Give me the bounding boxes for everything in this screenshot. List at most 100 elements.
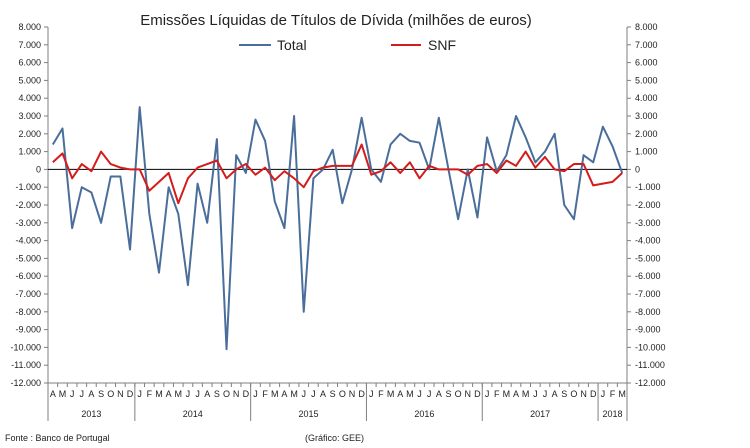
- source-note: Fonte : Banco de Portugal: [5, 433, 110, 443]
- x-tick-label: O: [570, 389, 577, 399]
- x-tick-label: A: [281, 389, 287, 399]
- y-tick-label-left: -6.000: [15, 271, 41, 281]
- x-tick-label: O: [107, 389, 114, 399]
- x-tick-label: N: [349, 389, 356, 399]
- x-tick-label: S: [561, 389, 567, 399]
- year-label: 2015: [299, 409, 319, 419]
- x-tick-label: J: [427, 389, 432, 399]
- year-label: 2017: [530, 409, 550, 419]
- x-tick-label: J: [369, 389, 374, 399]
- x-tick-label: J: [301, 389, 306, 399]
- y-axis-right: 8.000 7.000 6.000 5.000 4.000 3.000 2.000 1.000…: [635, 22, 666, 388]
- x-tick-label: A: [166, 389, 172, 399]
- year-label: 2013: [81, 409, 101, 419]
- legend-label-total: Total: [277, 37, 307, 53]
- x-tick-label: A: [320, 389, 326, 399]
- x-tick-label: N: [465, 389, 472, 399]
- series-lines: [51, 106, 624, 351]
- y-tick-label-left: 1.000: [18, 147, 41, 157]
- y-tick-label-right: 7.000: [635, 40, 658, 50]
- y-tick-label-left: -1.000: [15, 182, 41, 192]
- y-tick-label-right: -5.000: [635, 253, 661, 263]
- x-tick-label: D: [358, 389, 365, 399]
- y-tick-label-right: -8.000: [635, 307, 661, 317]
- x-tick-label: M: [155, 389, 163, 399]
- x-tick-label: F: [378, 389, 384, 399]
- y-tick-label-right: -4.000: [635, 236, 661, 246]
- series-line-total: [51, 106, 624, 351]
- x-tick-label: D: [474, 389, 481, 399]
- x-tick-label: S: [98, 389, 104, 399]
- x-tick-label: N: [117, 389, 124, 399]
- x-tick-label: D: [243, 389, 250, 399]
- x-tick-label: J: [601, 389, 606, 399]
- x-tick-label: J: [186, 389, 191, 399]
- chart-title: Emissões Líquidas de Títulos de Dívida (…: [140, 12, 532, 29]
- y-tick-label-left: -8.000: [15, 307, 41, 317]
- y-tick-label-right: 8.000: [635, 22, 658, 32]
- x-tick-label: M: [522, 389, 530, 399]
- x-tick-label: M: [387, 389, 395, 399]
- y-tick-label-left: 8.000: [18, 22, 41, 32]
- x-tick-label: A: [88, 389, 94, 399]
- y-tick-label-left: -9.000: [15, 325, 41, 335]
- y-tick-label-left: 0: [36, 164, 41, 174]
- y-tick-label-left: 3.000: [18, 111, 41, 121]
- y-tick-label-left: 5.000: [18, 75, 41, 85]
- y-tick-label-right: -9.000: [635, 325, 661, 335]
- x-tick-label: O: [223, 389, 230, 399]
- series-line-snf: [52, 143, 623, 205]
- x-tick-label: F: [262, 389, 268, 399]
- x-tick-label: J: [253, 389, 258, 399]
- x-tick-label: O: [455, 389, 462, 399]
- x-tick-label: M: [271, 389, 279, 399]
- x-tick-label: J: [485, 389, 490, 399]
- y-tick-label-right: 0: [635, 164, 640, 174]
- x-tick-label: J: [417, 389, 422, 399]
- x-tick-label: F: [610, 389, 616, 399]
- y-axis-left: 8.000 7.000 6.000 5.000 4.000 3.000 2.000 1.000…: [10, 22, 41, 388]
- x-tick-label: F: [494, 389, 500, 399]
- x-tick-label: O: [339, 389, 346, 399]
- y-tick-label-left: -10.000: [10, 342, 41, 352]
- year-label: 2018: [603, 409, 623, 419]
- y-tick-label-left: -5.000: [15, 253, 41, 263]
- x-tick-label: A: [552, 389, 558, 399]
- y-tick-label-right: -1.000: [635, 182, 661, 192]
- legend-label-snf: SNF: [428, 37, 456, 53]
- x-tick-label: J: [80, 389, 85, 399]
- credit-note: (Gráfico: GEE): [305, 433, 364, 443]
- x-tick-label: N: [580, 389, 587, 399]
- y-tick-label-left: -3.000: [15, 218, 41, 228]
- y-tick-label-right: -3.000: [635, 218, 661, 228]
- x-tick-label: A: [50, 389, 56, 399]
- x-tick-label: S: [330, 389, 336, 399]
- x-tick-label: D: [127, 389, 134, 399]
- y-tick-label-left: 6.000: [18, 58, 41, 68]
- y-tick-label-left: -7.000: [15, 289, 41, 299]
- x-tick-label: J: [70, 389, 75, 399]
- y-tick-label-right: 1.000: [635, 147, 658, 157]
- x-tick-label: M: [59, 389, 67, 399]
- x-tick-label: M: [618, 389, 626, 399]
- year-label: 2016: [414, 409, 434, 419]
- y-tick-label-right: 4.000: [635, 93, 658, 103]
- y-tick-label-right: -11.000: [635, 360, 665, 370]
- y-tick-label-right: -12.000: [635, 378, 666, 388]
- x-tick-label: F: [147, 389, 153, 399]
- x-tick-label: J: [533, 389, 538, 399]
- y-tick-label-left: -4.000: [15, 236, 41, 246]
- x-tick-label: J: [195, 389, 200, 399]
- y-tick-label-left: 2.000: [18, 129, 41, 139]
- x-tick-label: S: [445, 389, 451, 399]
- y-tick-label-right: 2.000: [635, 129, 658, 139]
- x-tick-label: A: [397, 389, 403, 399]
- y-tick-label-left: -12.000: [10, 378, 41, 388]
- x-tick-label: J: [137, 389, 142, 399]
- year-label: 2014: [183, 409, 203, 419]
- y-tick-label-left: -2.000: [15, 200, 41, 210]
- x-tick-label: D: [590, 389, 597, 399]
- x-tick-label: J: [543, 389, 548, 399]
